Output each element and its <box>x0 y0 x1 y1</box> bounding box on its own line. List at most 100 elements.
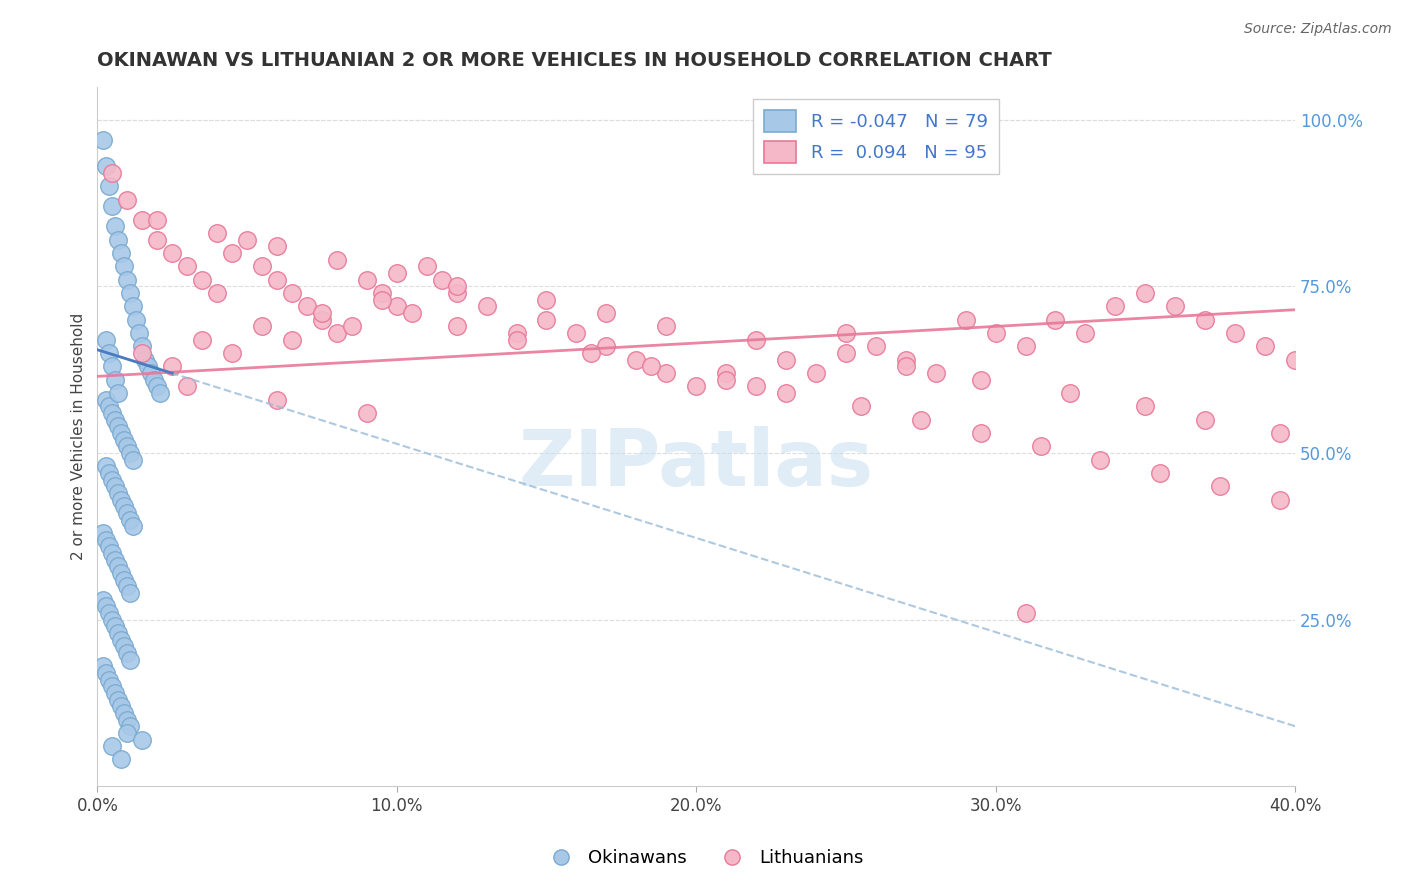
Point <box>104 479 127 493</box>
Point <box>1268 492 1291 507</box>
Point <box>96 665 118 680</box>
Point <box>101 739 124 754</box>
Point <box>104 412 127 426</box>
Text: OKINAWAN VS LITHUANIAN 2 OR MORE VEHICLES IN HOUSEHOLD CORRELATION CHART: OKINAWAN VS LITHUANIAN 2 OR MORE VEHICLE… <box>97 51 1052 70</box>
Point <box>266 273 288 287</box>
Point <box>107 626 129 640</box>
Point <box>117 439 139 453</box>
Point <box>96 392 118 407</box>
Point <box>96 160 118 174</box>
Point <box>191 333 214 347</box>
Point <box>205 286 228 301</box>
Point <box>120 446 142 460</box>
Point <box>536 293 558 307</box>
Point <box>1059 386 1081 401</box>
Text: ZIPatlas: ZIPatlas <box>519 426 873 502</box>
Point <box>1209 479 1232 493</box>
Point <box>655 366 678 380</box>
Point <box>91 659 114 673</box>
Point <box>98 606 121 620</box>
Point <box>101 359 124 374</box>
Point <box>1284 352 1306 367</box>
Point <box>131 339 153 353</box>
Point <box>356 273 378 287</box>
Point <box>385 266 408 280</box>
Point <box>281 286 304 301</box>
Point <box>894 352 917 367</box>
Point <box>122 299 145 313</box>
Point <box>266 392 288 407</box>
Point <box>250 260 273 274</box>
Point <box>117 646 139 660</box>
Point <box>128 326 150 340</box>
Point <box>685 379 707 393</box>
Point <box>160 246 183 260</box>
Point <box>131 346 153 360</box>
Point <box>101 473 124 487</box>
Point <box>446 286 468 301</box>
Text: Source: ZipAtlas.com: Source: ZipAtlas.com <box>1244 22 1392 37</box>
Point <box>110 246 132 260</box>
Point <box>117 273 139 287</box>
Point <box>112 433 135 447</box>
Point <box>96 459 118 474</box>
Point <box>1074 326 1097 340</box>
Point <box>91 592 114 607</box>
Point <box>191 273 214 287</box>
Point <box>110 699 132 714</box>
Point <box>122 452 145 467</box>
Point <box>104 686 127 700</box>
Point <box>1194 312 1216 326</box>
Point <box>221 346 243 360</box>
Point <box>595 306 617 320</box>
Point <box>565 326 588 340</box>
Point <box>595 339 617 353</box>
Point <box>101 199 124 213</box>
Point <box>745 379 768 393</box>
Point <box>101 679 124 693</box>
Point <box>120 286 142 301</box>
Point <box>112 260 135 274</box>
Point <box>536 312 558 326</box>
Point <box>98 539 121 553</box>
Point <box>117 713 139 727</box>
Point <box>101 546 124 560</box>
Point <box>120 513 142 527</box>
Point <box>969 373 991 387</box>
Point <box>107 386 129 401</box>
Point <box>141 366 163 380</box>
Point <box>98 346 121 360</box>
Point <box>120 719 142 733</box>
Point <box>107 486 129 500</box>
Point <box>117 506 139 520</box>
Point <box>112 573 135 587</box>
Point <box>134 352 156 367</box>
Point <box>266 239 288 253</box>
Point <box>835 346 858 360</box>
Point <box>96 599 118 614</box>
Point <box>131 212 153 227</box>
Legend: Okinawans, Lithuanians: Okinawans, Lithuanians <box>536 842 870 874</box>
Point <box>371 286 394 301</box>
Point <box>311 312 333 326</box>
Point <box>401 306 423 320</box>
Point <box>1164 299 1187 313</box>
Point <box>117 579 139 593</box>
Point <box>894 359 917 374</box>
Point <box>104 219 127 234</box>
Point <box>101 166 124 180</box>
Point <box>1014 339 1036 353</box>
Point <box>1045 312 1067 326</box>
Point <box>775 352 797 367</box>
Point <box>110 566 132 580</box>
Point <box>745 333 768 347</box>
Point <box>110 632 132 647</box>
Point <box>101 406 124 420</box>
Point <box>371 293 394 307</box>
Point <box>176 379 198 393</box>
Point <box>385 299 408 313</box>
Legend: R = -0.047   N = 79, R =  0.094   N = 95: R = -0.047 N = 79, R = 0.094 N = 95 <box>754 99 998 174</box>
Point <box>104 373 127 387</box>
Point <box>1029 439 1052 453</box>
Point <box>98 400 121 414</box>
